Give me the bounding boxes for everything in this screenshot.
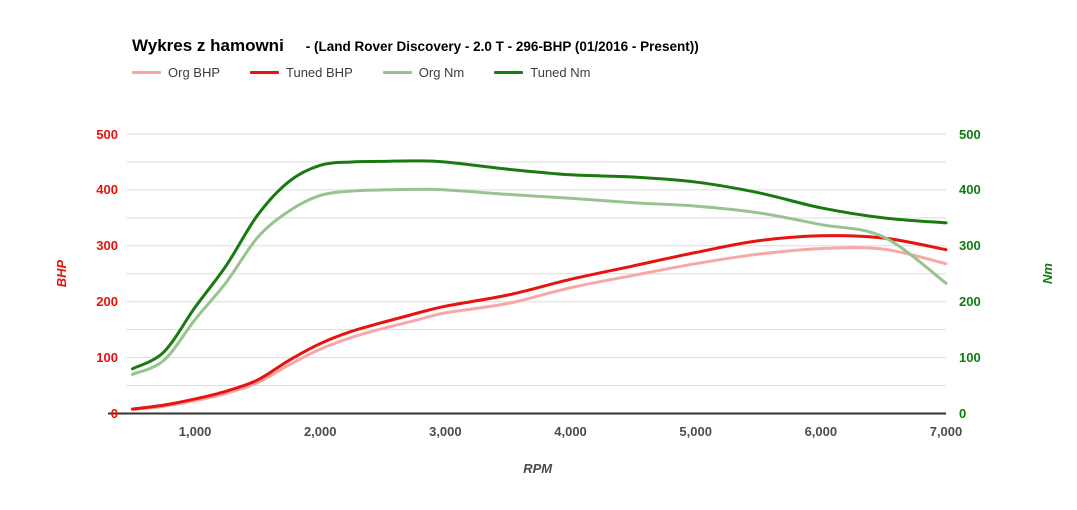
series-line-org-nm <box>131 187 948 376</box>
y-axis-tick-left: 400 <box>96 182 118 198</box>
x-axis-tick: 1,000 <box>178 424 212 439</box>
y-axis-tick-right: 300 <box>959 238 981 254</box>
y-axis-tick-right: 200 <box>959 294 981 310</box>
x-axis-tick: 5,000 <box>679 424 712 439</box>
y-axis-tick-left: 0 <box>110 406 118 421</box>
x-axis-tick: 7,000 <box>929 424 963 439</box>
y-axis-tick-right: 100 <box>959 350 981 366</box>
x-axis-tick: 2,000 <box>303 424 337 439</box>
legend-swatch <box>494 71 524 74</box>
legend-item-tuned-bhp: Tuned BHP <box>250 65 353 80</box>
legend-swatch <box>132 71 161 74</box>
legend-label: Org BHP <box>168 65 221 80</box>
legend-item-org-bhp: Org BHP <box>132 65 220 80</box>
chart-legend: Org BHP Tuned BHP Org Nm Tuned Nm <box>132 65 590 80</box>
chart-title: Wykres z hamowni <box>132 36 284 55</box>
legend-item-tuned-nm: Tuned Nm <box>494 65 590 80</box>
legend-label: Tuned BHP <box>286 65 353 80</box>
legend-label: Org Nm <box>418 65 465 80</box>
x-axis-title-rpm: RPM <box>523 461 553 476</box>
legend-swatch <box>382 71 412 74</box>
y-axis-tick-left: 300 <box>96 238 118 254</box>
x-axis-tick: 4,000 <box>554 424 587 439</box>
x-axis-tick: 6,000 <box>804 424 838 439</box>
chart-subtitle: - (Land Rover Discovery - 2.0 T - 296-BH… <box>305 39 699 54</box>
x-axis-tick: 3,000 <box>429 424 462 439</box>
series-line-tuned-nm <box>131 159 948 371</box>
y-axis-tick-left: 100 <box>96 350 118 366</box>
legend-label: Tuned Nm <box>530 65 591 80</box>
series-line-org-bhp <box>131 246 948 412</box>
y-axis-tick-left: 500 <box>96 126 118 142</box>
legend-swatch <box>250 71 280 74</box>
y-axis-tick-right: 400 <box>959 182 981 198</box>
y-axis-tick-right: 0 <box>959 406 967 421</box>
chart-title-bar: Wykres z hamowni - (Land Rover Discovery… <box>132 36 699 56</box>
y-axis-tick-right: 500 <box>959 126 981 142</box>
legend-item-org-nm: Org Nm <box>382 65 465 80</box>
y-axis-tick-left: 200 <box>96 294 118 310</box>
series-line-tuned-bhp <box>131 234 948 411</box>
